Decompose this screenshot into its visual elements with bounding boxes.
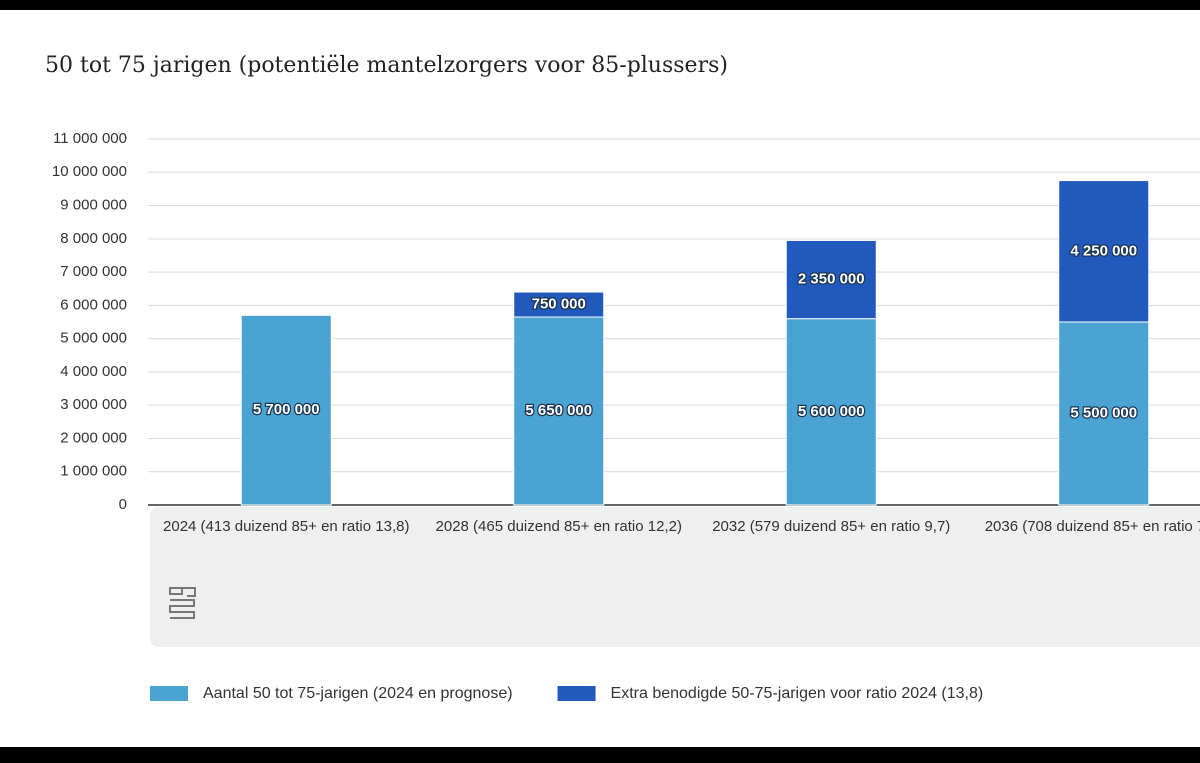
legend-label: Extra benodigde 50-75-jarigen voor ratio…	[611, 685, 984, 702]
y-tick-label: 6 000 000	[60, 296, 127, 313]
bar-segment	[785, 239, 877, 320]
data-label: 750 000	[532, 296, 586, 313]
bar-segment	[513, 291, 605, 318]
legend-label: Aantal 50 tot 75-jarigen (2024 en progno…	[203, 685, 513, 702]
bar-segment	[240, 314, 332, 506]
bar-segment	[785, 318, 877, 506]
y-tick-label: 0	[119, 496, 127, 513]
legend-swatch	[557, 686, 596, 701]
data-label: 5 650 000	[525, 402, 592, 419]
y-tick-label: 3 000 000	[60, 396, 127, 413]
y-tick-label: 2 000 000	[60, 429, 127, 446]
data-label: 4 250 000	[1070, 242, 1137, 259]
y-tick-label: 5 000 000	[60, 330, 127, 347]
y-tick-label: 7 000 000	[60, 263, 127, 280]
y-tick-label: 8 000 000	[60, 230, 127, 247]
data-label: 5 600 000	[798, 403, 865, 420]
bar-segment	[1058, 321, 1150, 506]
x-axis-panel	[150, 507, 1200, 647]
data-label: 5 700 000	[253, 401, 320, 418]
y-tick-label: 1 000 000	[60, 463, 127, 480]
chart-title: 50 tot 75 jarigen (potentiële mantelzorg…	[45, 53, 728, 78]
legend-swatch	[150, 686, 188, 701]
data-label: 5 500 000	[1070, 404, 1137, 421]
bar-segment	[1058, 180, 1150, 323]
y-tick-label: 4 000 000	[60, 363, 127, 380]
x-tick-label: 2024 (413 duizend 85+ en ratio 13,8)	[163, 518, 410, 535]
top-border	[0, 0, 1200, 10]
y-tick-label: 9 000 000	[60, 197, 127, 214]
y-tick-label: 11 000 000	[53, 130, 127, 147]
bottom-border	[0, 747, 1200, 763]
x-tick-label: 2036 (708 duizend 85+ en ratio 7,8)	[984, 518, 1200, 535]
bar-segment	[513, 316, 605, 506]
logo	[169, 587, 196, 619]
x-tick-label: 2032 (579 duizend 85+ en ratio 9,7)	[712, 518, 951, 535]
data-label: 2 350 000	[798, 271, 865, 288]
y-tick-label: 10 000 000	[52, 163, 127, 180]
x-tick-label: 2028 (465 duizend 85+ en ratio 12,2)	[435, 518, 682, 535]
